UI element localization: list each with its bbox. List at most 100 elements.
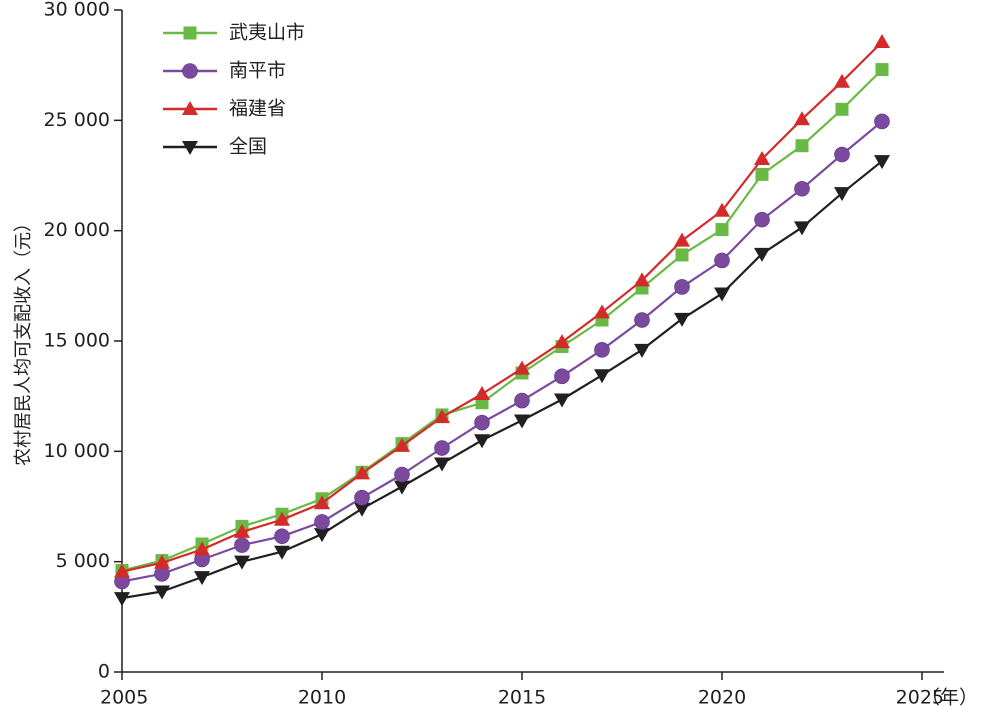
data-point xyxy=(354,502,370,517)
data-point xyxy=(514,360,530,375)
legend-label: 武夷山市 xyxy=(229,22,305,44)
data-point xyxy=(194,541,210,556)
series-line xyxy=(121,41,883,573)
y-tick-label: 30 000 xyxy=(44,0,110,21)
data-point xyxy=(714,202,730,217)
data-point xyxy=(594,342,610,358)
data-point xyxy=(875,63,889,77)
data-point xyxy=(794,180,810,197)
data-point xyxy=(874,33,890,48)
y-tick-label: 5 000 xyxy=(56,550,110,572)
data-point xyxy=(274,511,290,526)
data-point xyxy=(314,514,330,530)
series-line xyxy=(121,68,883,572)
series-3 xyxy=(114,155,890,607)
data-point xyxy=(714,252,730,269)
data-point xyxy=(634,272,650,287)
data-point xyxy=(474,385,490,400)
data-point xyxy=(754,150,770,165)
data-point xyxy=(234,555,250,570)
data-point xyxy=(434,457,450,472)
data-point xyxy=(634,312,650,328)
data-point xyxy=(274,545,290,560)
data-point xyxy=(795,139,809,153)
data-point xyxy=(594,369,610,384)
data-point xyxy=(834,146,850,163)
x-axis-unit-label: （年） xyxy=(921,687,978,709)
data-point xyxy=(714,287,730,302)
data-point xyxy=(674,232,690,247)
data-point xyxy=(394,437,410,452)
data-point xyxy=(715,223,729,237)
axes-group: 0 5 000 10 000 15 000 20 000 25 000 30 000 2005… xyxy=(44,0,944,709)
data-point xyxy=(834,73,850,88)
legend-label: 南平市 xyxy=(229,60,286,82)
y-tick-label: 20 000 xyxy=(44,219,110,241)
x-tick-label: 2015 xyxy=(498,687,546,709)
data-point xyxy=(834,187,850,202)
legend-item: 全国 xyxy=(163,136,267,158)
data-point xyxy=(474,414,490,431)
data-point xyxy=(594,304,610,319)
data-point xyxy=(554,393,570,408)
data-point xyxy=(755,167,769,181)
data-point xyxy=(874,155,890,170)
data-point xyxy=(314,495,330,510)
data-point xyxy=(514,414,530,429)
y-tick-label: 15 000 xyxy=(44,330,110,352)
legend-item: 武夷山市 xyxy=(163,22,305,44)
y-tick-label: 25 000 xyxy=(44,109,110,131)
data-point xyxy=(234,523,250,538)
data-point xyxy=(274,528,290,545)
legend-item: 福建省 xyxy=(163,98,286,120)
y-axis-label: 农村居民人均可支配收入（元） xyxy=(13,214,34,466)
series-1 xyxy=(114,113,890,590)
series-line xyxy=(121,160,883,600)
series-layer xyxy=(114,33,890,607)
data-point xyxy=(835,102,849,116)
legend-label: 福建省 xyxy=(229,98,286,120)
legend-marker xyxy=(182,101,198,115)
data-point xyxy=(234,537,250,553)
data-point xyxy=(674,312,690,327)
data-point xyxy=(394,480,410,495)
x-tick-label: 2020 xyxy=(698,687,746,709)
data-point xyxy=(434,409,450,424)
data-point xyxy=(394,466,410,483)
data-point xyxy=(474,434,490,449)
x-tick-label: 2005 xyxy=(100,687,148,709)
data-point xyxy=(674,279,690,295)
data-point xyxy=(874,113,890,130)
data-point xyxy=(354,465,370,480)
y-tick-label: 10 000 xyxy=(44,440,110,462)
data-point xyxy=(675,248,689,262)
data-point xyxy=(794,111,810,126)
legend-label: 全国 xyxy=(229,136,267,158)
data-point xyxy=(794,221,810,236)
data-point xyxy=(514,392,530,409)
data-point xyxy=(434,440,450,456)
data-point xyxy=(554,334,570,349)
y-tick-label: 0 xyxy=(98,661,110,683)
series-2 xyxy=(114,33,890,578)
data-point xyxy=(194,571,210,586)
data-point xyxy=(314,528,330,543)
x-tick-label: 2025 xyxy=(896,687,944,709)
x-tick-label: 2010 xyxy=(298,687,346,709)
data-point xyxy=(754,247,770,262)
legend-marker xyxy=(182,63,198,79)
data-point xyxy=(354,489,370,506)
data-point xyxy=(754,211,770,228)
data-point xyxy=(554,368,570,385)
legend-marker xyxy=(183,26,197,40)
data-point xyxy=(154,554,170,569)
data-point xyxy=(114,592,130,607)
series-line xyxy=(121,120,883,583)
data-point xyxy=(634,343,650,358)
data-point xyxy=(114,563,130,578)
data-point xyxy=(154,585,170,600)
legend-marker xyxy=(182,141,198,155)
legend-item: 南平市 xyxy=(163,60,286,82)
